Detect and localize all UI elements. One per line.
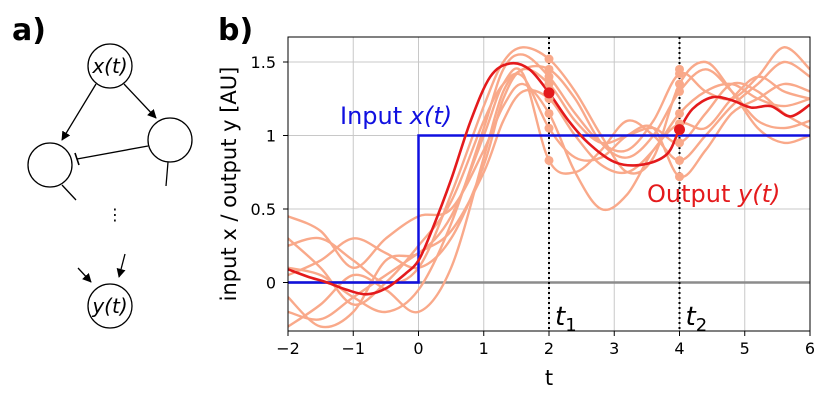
sample-points bbox=[543, 54, 685, 182]
sample-point bbox=[544, 108, 554, 118]
x-tick-label: 1 bbox=[479, 339, 489, 358]
output-node-label: y(t) bbox=[91, 294, 127, 318]
diagram-ellipsis: ⋮ bbox=[107, 205, 123, 224]
time-marker-label: t1 bbox=[555, 302, 577, 336]
sample-trace bbox=[288, 72, 810, 306]
right-node bbox=[147, 117, 193, 163]
input-node-label: x(t) bbox=[91, 54, 127, 78]
y-tick-label: 1 bbox=[266, 126, 276, 145]
arrow-into-output-left bbox=[77, 267, 92, 283]
x-tick-label: 6 bbox=[805, 339, 815, 358]
inhibit-bar bbox=[74, 152, 80, 166]
arrow-input-to-right bbox=[123, 83, 157, 119]
chart: t1 t2 −2 −1 0 1 2 3 4 5 6 0 0.5 1 1.5 Input x(t) Outp… bbox=[217, 36, 816, 390]
sample-trace bbox=[288, 67, 810, 277]
input-trace bbox=[288, 134, 810, 284]
right-node-output bbox=[165, 161, 169, 187]
sample-point bbox=[675, 69, 684, 79]
input-series-label: Input x(t) bbox=[340, 102, 452, 130]
x-axis-label: t bbox=[545, 366, 553, 390]
y-tick-label: 0.5 bbox=[251, 200, 276, 219]
panel-b-label: b) bbox=[218, 13, 253, 48]
y-tick-label: 1.5 bbox=[251, 53, 276, 72]
output-point bbox=[674, 124, 685, 136]
input-node bbox=[87, 43, 133, 89]
input-trace-layer bbox=[288, 134, 810, 284]
output-point bbox=[543, 87, 555, 99]
y-axis-label: input x / output y [AU] bbox=[217, 67, 241, 302]
sample-point bbox=[675, 108, 684, 118]
output-series-label: Output y(t) bbox=[647, 180, 780, 208]
sample-point bbox=[544, 54, 554, 64]
x-tick-label: 2 bbox=[544, 339, 554, 358]
left-node bbox=[27, 142, 73, 188]
panel-a-label: a) bbox=[12, 13, 46, 48]
x-tick-label: 5 bbox=[740, 339, 750, 358]
output-node bbox=[87, 283, 133, 329]
output-trace bbox=[288, 61, 810, 296]
left-node-output bbox=[61, 184, 77, 201]
arrow-input-to-left bbox=[61, 83, 97, 141]
x-tick-label: 3 bbox=[609, 339, 619, 358]
sample-point bbox=[675, 172, 684, 182]
sample-point bbox=[675, 155, 684, 165]
x-tick-label: 0 bbox=[413, 339, 423, 358]
sample-trace bbox=[288, 82, 810, 321]
time-markers: t1 t2 bbox=[548, 37, 708, 336]
x-tick-label: 4 bbox=[674, 339, 684, 358]
sample-point bbox=[675, 138, 684, 148]
y-tick-label: 0 bbox=[266, 273, 276, 292]
sample-point bbox=[544, 64, 554, 74]
time-marker-label: t2 bbox=[686, 302, 708, 336]
sample-point bbox=[544, 123, 554, 133]
inhibit-right-to-left bbox=[76, 145, 149, 160]
sample-point bbox=[675, 79, 684, 89]
arrow-into-output-right bbox=[116, 253, 126, 278]
x-tick-label: −1 bbox=[341, 339, 365, 358]
sample-point bbox=[544, 79, 554, 89]
ticks: −2 −1 0 1 2 3 4 5 6 0 0.5 1 1.5 bbox=[251, 53, 816, 358]
x-tick-label: −2 bbox=[276, 339, 300, 358]
sample-point bbox=[675, 86, 684, 96]
sample-point bbox=[544, 72, 554, 82]
sample-trace bbox=[288, 60, 810, 329]
network-diagram: x(t) ⋮ y(t) bbox=[27, 43, 193, 329]
output-trace-layer bbox=[288, 61, 810, 296]
sample-point bbox=[544, 155, 554, 165]
sample-trace bbox=[288, 75, 810, 269]
